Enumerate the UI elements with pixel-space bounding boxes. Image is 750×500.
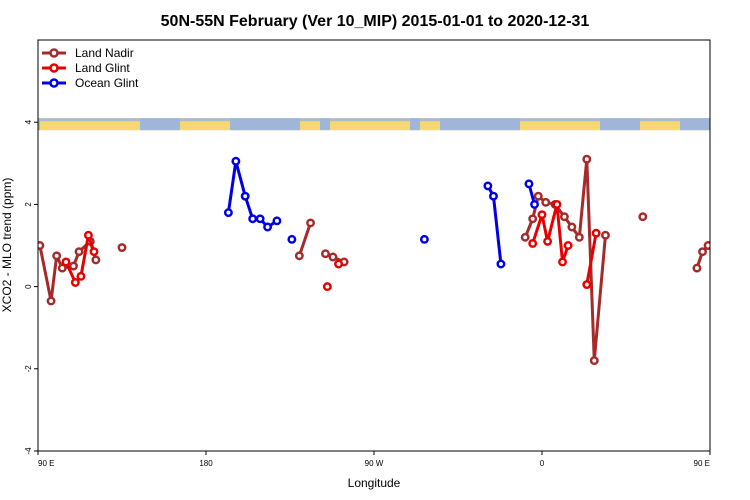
data-point (601, 230, 610, 240)
legend-label: Land Glint (75, 61, 130, 75)
legend-item: Land Glint (42, 61, 130, 75)
data-point (574, 232, 584, 242)
data-point (255, 214, 265, 224)
data-point (223, 208, 233, 218)
series-land-glint (61, 199, 601, 292)
data-point (541, 197, 551, 207)
legend-label: Ocean Glint (75, 76, 139, 90)
data-point (89, 247, 99, 257)
y-tick-label: 2 (24, 202, 33, 207)
data-point (69, 261, 78, 271)
series-land-nadir (38, 154, 710, 366)
data-point (248, 214, 258, 224)
series-ocean-glint (223, 156, 539, 269)
series-line (38, 239, 98, 303)
data-point (559, 212, 569, 222)
y-tick-label: -4 (24, 447, 33, 455)
x-tick-label: 90 E (38, 459, 54, 468)
data-point (76, 271, 86, 281)
data-point (91, 255, 101, 265)
data-point (567, 222, 577, 232)
data-point (692, 263, 702, 273)
data-point (117, 243, 127, 253)
data-point (533, 191, 543, 201)
data-point (83, 230, 93, 240)
data-point (563, 241, 573, 250)
data-point (589, 356, 599, 366)
legend-marker (49, 63, 59, 73)
y-tick-label: 0 (24, 284, 33, 289)
data-point (496, 259, 506, 269)
data-point (419, 234, 429, 244)
y-tick-label: 4 (24, 119, 33, 124)
data-point (334, 259, 343, 269)
data-point (520, 232, 530, 242)
plot-series (38, 154, 710, 366)
data-point (70, 278, 80, 287)
x-tick-label: 180 (199, 459, 213, 468)
data-point (294, 251, 304, 261)
data-point (558, 257, 567, 267)
y-axis: -4 -2 0 2 4 (24, 119, 38, 455)
data-point (306, 218, 315, 228)
data-point (638, 212, 648, 222)
x-axis-label: Longitude (348, 476, 401, 490)
ocean-band (38, 118, 40, 131)
data-point (543, 236, 553, 246)
chart-title: 50N-55N February (Ver 10_MIP) 2015-01-01… (161, 13, 590, 30)
data-point (489, 191, 498, 201)
data-point (240, 191, 250, 201)
data-point (61, 257, 71, 267)
data-point (582, 280, 592, 289)
data-point (552, 199, 562, 209)
x-axis: 90 E 180 90 W 0 90 E (37, 451, 711, 468)
legend-label: Land Nadir (75, 46, 134, 60)
series-line (585, 232, 598, 285)
data-point (582, 154, 592, 164)
series-line (297, 222, 312, 257)
data-point (483, 181, 493, 191)
data-point (530, 199, 539, 209)
plot-frame (37, 39, 711, 452)
ocean-band (320, 118, 330, 131)
ocean-band (410, 118, 420, 131)
data-point (46, 296, 56, 306)
data-point (703, 241, 710, 250)
data-point (328, 252, 338, 262)
data-point (321, 249, 330, 259)
legend-item: Land Nadir (42, 46, 134, 60)
x-tick-label: 90 E (694, 459, 710, 468)
data-point (287, 234, 297, 244)
legend-marker (49, 78, 59, 88)
data-point (524, 179, 534, 189)
data-point (74, 247, 84, 257)
data-point (57, 263, 67, 273)
legend-marker (49, 48, 59, 58)
data-point (528, 238, 538, 248)
legend-item: Ocean Glint (42, 76, 139, 90)
x-tick-label: 90 W (365, 459, 384, 468)
y-axis-label: XCO2 - MLO trend (ppm) (0, 178, 14, 313)
data-point (528, 214, 538, 224)
x-tick-label: 0 (540, 459, 545, 468)
data-point (591, 228, 601, 238)
ocean-band-top (38, 118, 710, 122)
data-point (272, 216, 282, 226)
data-point (231, 156, 241, 166)
data-point (698, 247, 707, 257)
data-point (322, 282, 332, 292)
data-point (537, 210, 547, 220)
data-point (263, 222, 273, 232)
land-ocean-strip (38, 118, 710, 131)
data-point (52, 251, 62, 261)
y-tick-label: -2 (24, 365, 33, 373)
data-point (38, 241, 45, 250)
